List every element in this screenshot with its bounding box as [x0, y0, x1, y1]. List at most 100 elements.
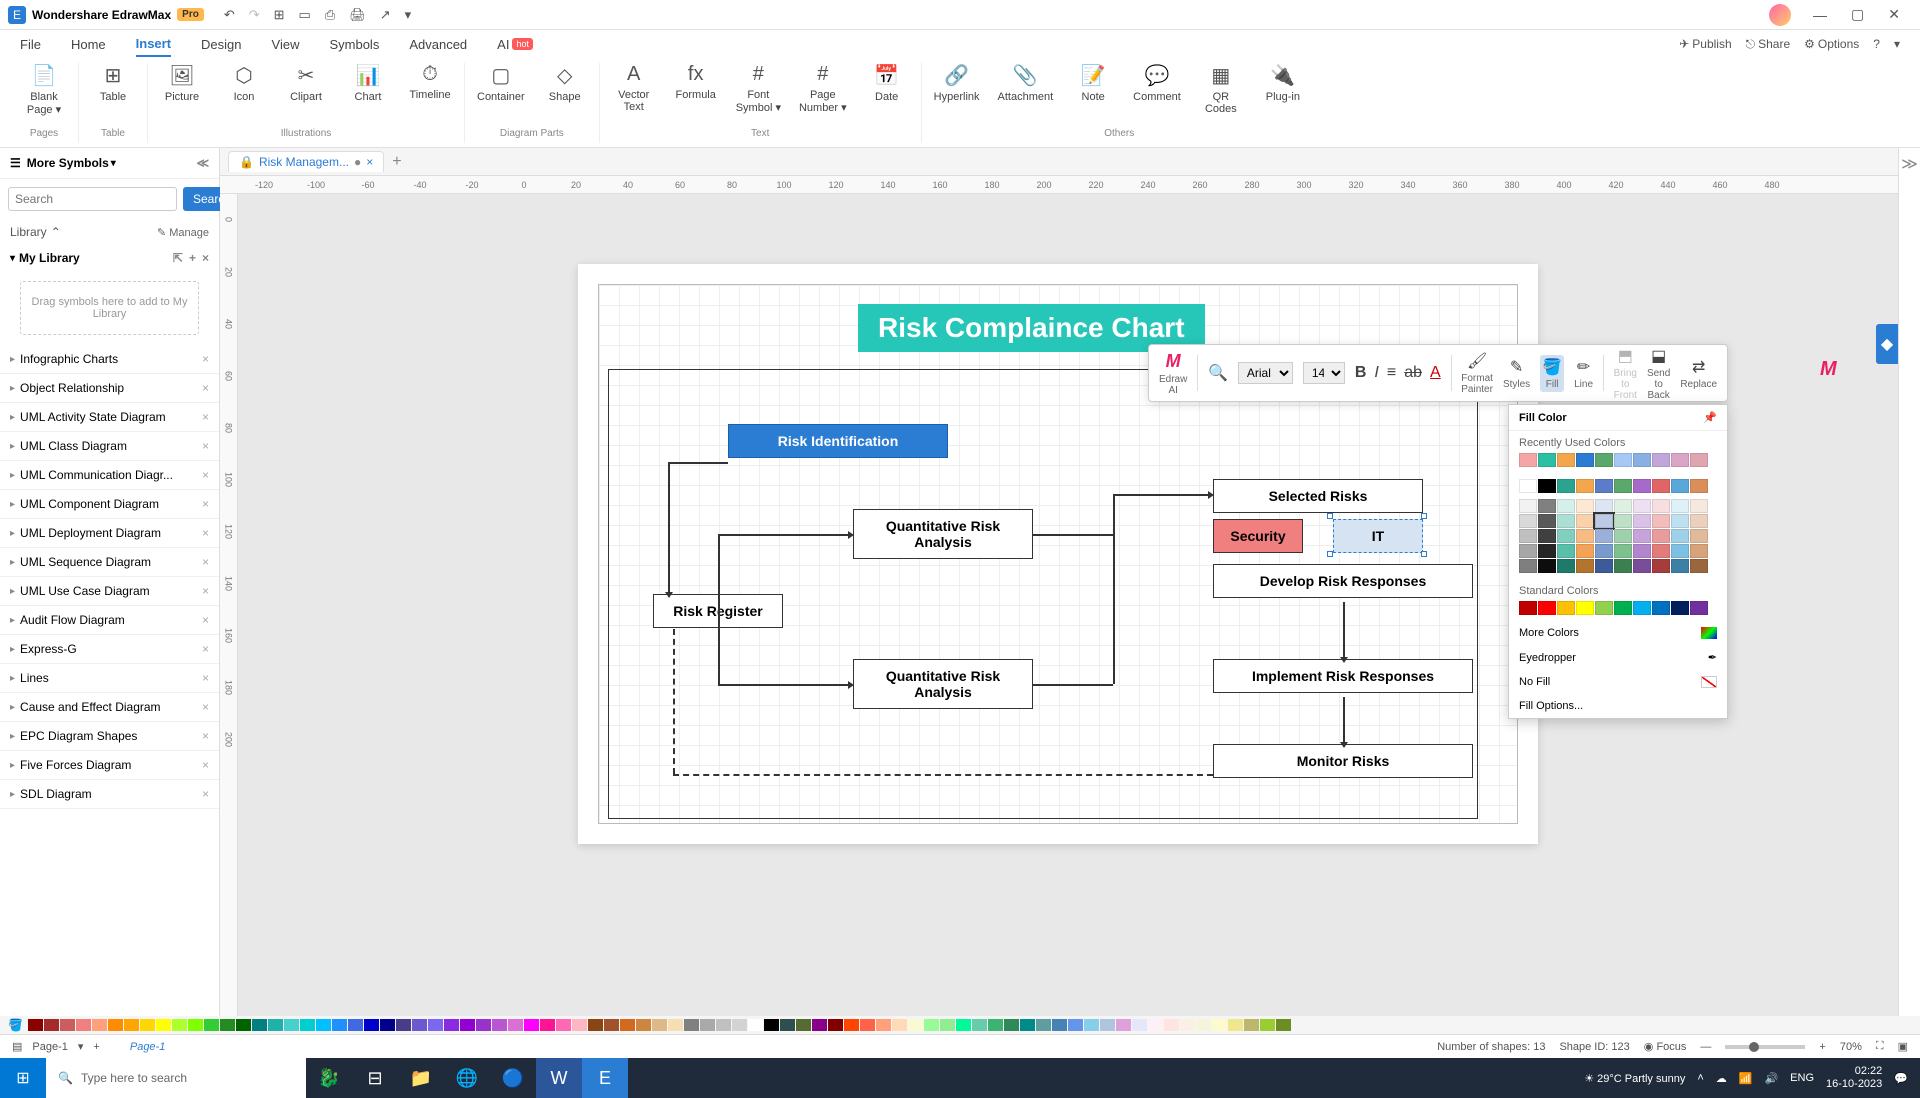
colorbar-swatch[interactable] [1212, 1019, 1227, 1031]
swatch[interactable] [1557, 544, 1575, 558]
swatch[interactable] [1652, 453, 1670, 467]
dropdown-icon[interactable]: ▾ [1894, 37, 1900, 52]
swatch[interactable] [1576, 514, 1594, 528]
sidebar-item[interactable]: ▸Cause and Effect Diagram× [0, 693, 219, 722]
swatch[interactable] [1614, 601, 1632, 615]
swatch[interactable] [1690, 529, 1708, 543]
colorbar-swatch[interactable] [60, 1019, 75, 1031]
colorbar-swatch[interactable] [1100, 1019, 1115, 1031]
colorbar-swatch[interactable] [924, 1019, 939, 1031]
collapse-icon[interactable]: ≪ [196, 156, 209, 170]
swatch[interactable] [1538, 529, 1556, 543]
swatch[interactable] [1690, 514, 1708, 528]
colorbar-swatch[interactable] [748, 1019, 763, 1031]
ribbon-plug-in[interactable]: 🔌Plug-in [1261, 63, 1305, 115]
sel-handle[interactable] [1327, 513, 1333, 519]
swatch[interactable] [1576, 559, 1594, 573]
ai-badge-icon[interactable]: M [1820, 358, 1848, 386]
swatch[interactable] [1633, 499, 1651, 513]
swatch[interactable] [1614, 499, 1632, 513]
sidebar-item[interactable]: ▸UML Use Case Diagram× [0, 577, 219, 606]
sidebar-item[interactable]: ▸UML Component Diagram× [0, 490, 219, 519]
sidebar-item[interactable]: ▸Lines× [0, 664, 219, 693]
tray-wifi-icon[interactable]: 📶 [1739, 1072, 1753, 1085]
sidebar-item[interactable]: ▸UML Communication Diagr...× [0, 461, 219, 490]
tab-file[interactable]: File [20, 33, 41, 56]
colorbar-swatch[interactable] [364, 1019, 379, 1031]
colorbar-swatch[interactable] [636, 1019, 651, 1031]
box-implement[interactable]: Implement Risk Responses [1213, 659, 1473, 693]
focus-toggle[interactable]: ◉ Focus [1644, 1040, 1687, 1053]
swatch[interactable] [1576, 499, 1594, 513]
mylib-row[interactable]: ▾ My Library ⇱ + × [0, 245, 219, 271]
colorbar-swatch[interactable] [588, 1019, 603, 1031]
ribbon-attachment[interactable]: 📎Attachment [998, 63, 1054, 115]
swatch[interactable] [1557, 601, 1575, 615]
align-button[interactable]: ≡ [1387, 364, 1396, 382]
colorbar-swatch[interactable] [124, 1019, 139, 1031]
swatch[interactable] [1595, 601, 1613, 615]
swatch[interactable] [1557, 559, 1575, 573]
ribbon-icon[interactable]: ⬡Icon [222, 63, 266, 103]
swatch[interactable] [1519, 499, 1537, 513]
colorbar-swatch[interactable] [204, 1019, 219, 1031]
swatch[interactable] [1576, 601, 1594, 615]
box-develop[interactable]: Develop Risk Responses [1213, 564, 1473, 598]
close-button[interactable]: ✕ [1876, 6, 1912, 23]
swatch[interactable] [1671, 601, 1689, 615]
swatch[interactable] [1671, 514, 1689, 528]
page-selector[interactable]: Page-1 [32, 1041, 67, 1053]
colorbar-swatch[interactable] [940, 1019, 955, 1031]
weather-widget[interactable]: ☀ 29°C Partly sunny [1584, 1072, 1685, 1085]
sidebar-item[interactable]: ▸UML Activity State Diagram× [0, 403, 219, 432]
start-button[interactable]: ⊞ [0, 1058, 46, 1098]
tab-symbols[interactable]: Symbols [329, 33, 379, 56]
swatch[interactable] [1633, 514, 1651, 528]
ribbon-table[interactable]: ⊞Table [91, 63, 135, 103]
colorbar-swatch[interactable] [1004, 1019, 1019, 1031]
colorbar-swatch[interactable] [892, 1019, 907, 1031]
swatch[interactable] [1519, 544, 1537, 558]
page-dropdown-icon[interactable]: ▾ [78, 1040, 84, 1053]
colorbar-swatch[interactable] [380, 1019, 395, 1031]
tab-advanced[interactable]: Advanced [409, 33, 467, 56]
publish-button[interactable]: ✈Publish [1679, 37, 1731, 52]
swatch[interactable] [1519, 529, 1537, 543]
swatch[interactable] [1671, 559, 1689, 573]
colorbar-swatch[interactable] [1244, 1019, 1259, 1031]
colorbar-swatch[interactable] [396, 1019, 411, 1031]
colorbar-swatch[interactable] [956, 1019, 971, 1031]
ribbon-container[interactable]: ▢Container [477, 63, 525, 103]
swatch[interactable] [1538, 601, 1556, 615]
box-qra2[interactable]: Quantitative Risk Analysis [853, 659, 1033, 709]
colorbar-swatch[interactable] [92, 1019, 107, 1031]
tray-cloud-icon[interactable]: ☁ [1716, 1072, 1727, 1085]
undo-icon[interactable]: ↶ [224, 7, 235, 23]
tray-volume-icon[interactable]: 🔊 [1764, 1072, 1778, 1085]
colorbar-swatch[interactable] [28, 1019, 43, 1031]
sel-handle[interactable] [1421, 513, 1427, 519]
replace-button[interactable]: ⇄ Replace [1680, 357, 1717, 390]
swatch[interactable] [1557, 453, 1575, 467]
notifications-icon[interactable]: 💬 [1894, 1072, 1908, 1085]
colorbar-swatch[interactable] [1164, 1019, 1179, 1031]
share-button[interactable]: ⎋Share [1746, 37, 1791, 52]
format-painter-button[interactable]: 🖌 Format Painter [1461, 351, 1493, 395]
qa-more-icon[interactable]: ▾ [405, 7, 412, 23]
sidebar-item[interactable]: ▸Audit Flow Diagram× [0, 606, 219, 635]
colorbar-swatch[interactable] [604, 1019, 619, 1031]
dropzone[interactable]: Drag symbols here to add to My Library [20, 281, 199, 335]
app-edrawmax[interactable]: E [582, 1058, 628, 1098]
colorbar-swatch[interactable] [700, 1019, 715, 1031]
font-select[interactable]: Arial [1238, 362, 1293, 384]
colorbar-swatch[interactable] [44, 1019, 59, 1031]
ribbon-font-symbol-[interactable]: #Font Symbol ▾ [736, 63, 781, 114]
pin-icon[interactable]: 📌 [1703, 411, 1717, 424]
colorbar-swatch[interactable] [1196, 1019, 1211, 1031]
colorbar-swatch[interactable] [492, 1019, 507, 1031]
swatch[interactable] [1538, 479, 1556, 493]
colorbar-swatch[interactable] [268, 1019, 283, 1031]
app-dragon[interactable]: 🐉 [306, 1058, 352, 1098]
lib-up-icon[interactable]: ⌃ [51, 225, 61, 239]
app-taskview[interactable]: ⊟ [352, 1058, 398, 1098]
